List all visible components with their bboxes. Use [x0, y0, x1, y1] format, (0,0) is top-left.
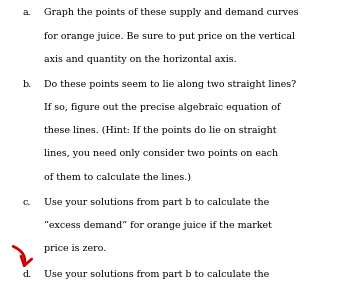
Text: a.: a. [23, 8, 32, 17]
Text: d.: d. [23, 270, 32, 279]
Text: “excess demand” for orange juice if the market: “excess demand” for orange juice if the … [44, 221, 272, 230]
Text: Do these points seem to lie along two straight lines?: Do these points seem to lie along two st… [44, 80, 296, 89]
Text: Use your solutions from part b to calculate the: Use your solutions from part b to calcul… [44, 198, 269, 207]
Text: for orange juice. Be sure to put price on the vertical: for orange juice. Be sure to put price o… [44, 32, 295, 41]
Text: axis and quantity on the horizontal axis.: axis and quantity on the horizontal axis… [44, 55, 237, 64]
Text: Use your solutions from part b to calculate the: Use your solutions from part b to calcul… [44, 270, 269, 279]
Text: c.: c. [23, 198, 31, 207]
Text: b.: b. [23, 80, 32, 89]
Text: Graph the points of these supply and demand curves: Graph the points of these supply and dem… [44, 8, 298, 17]
FancyArrowPatch shape [13, 246, 32, 266]
Text: price is zero.: price is zero. [44, 244, 106, 253]
Text: these lines. (Hint: If the points do lie on straight: these lines. (Hint: If the points do lie… [44, 126, 276, 135]
Text: lines, you need only consider two points on each: lines, you need only consider two points… [44, 149, 278, 158]
Text: of them to calculate the lines.): of them to calculate the lines.) [44, 173, 191, 182]
Text: If so, figure out the precise algebraic equation of: If so, figure out the precise algebraic … [44, 103, 280, 112]
